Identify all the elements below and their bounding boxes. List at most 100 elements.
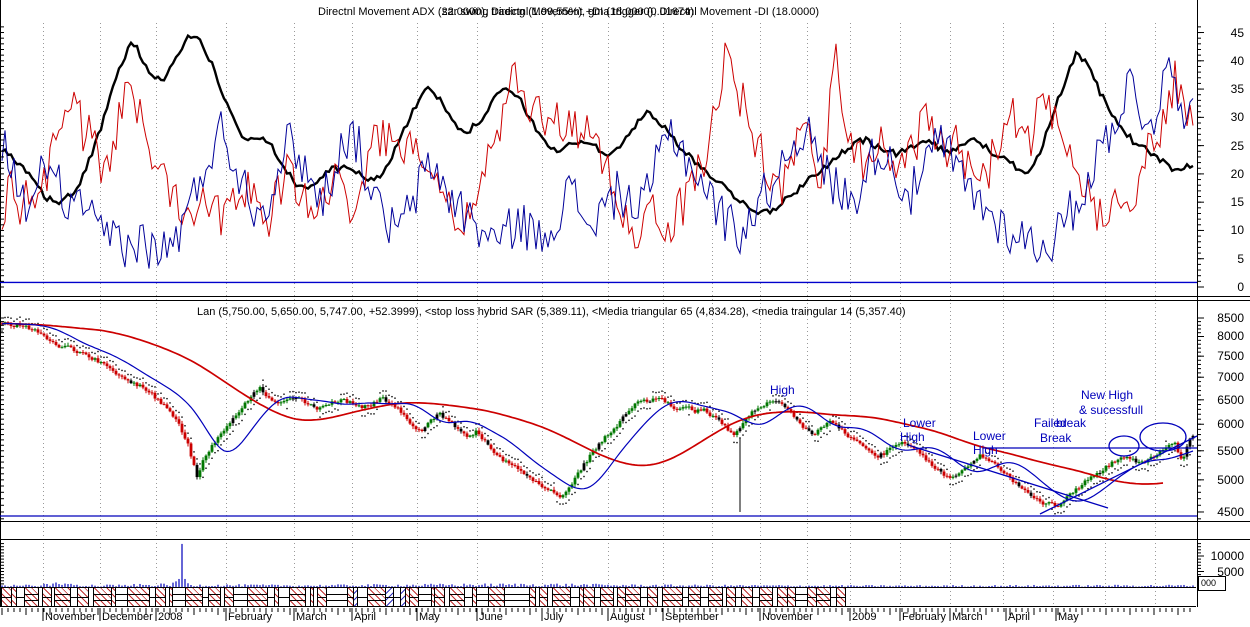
annotation[interactable]: break: [1056, 417, 1086, 429]
sar-dots: [472, 430, 473, 431]
candle-body: [961, 470, 964, 473]
sar-dots: [118, 369, 119, 370]
sar-dots: [184, 425, 185, 426]
sar-dots: [181, 416, 182, 417]
sar-dots: [424, 437, 425, 438]
sar-dots: [550, 484, 551, 485]
annotation[interactable]: Lower: [973, 430, 1006, 442]
candle-body: [199, 470, 202, 477]
sar-dots: [553, 482, 554, 483]
candle-body: [700, 409, 703, 410]
candle-body: [379, 398, 382, 402]
strip-segment: [617, 588, 625, 606]
sar-dots: [655, 392, 656, 393]
month-label: 2009: [852, 612, 876, 623]
candle-body: [259, 387, 262, 391]
candle-body: [91, 357, 94, 359]
sar-dots: [1153, 465, 1154, 466]
candle-body: [814, 434, 817, 435]
sar-dots: [754, 419, 755, 420]
sar-dots: [832, 416, 833, 417]
annotation[interactable]: High: [900, 431, 925, 443]
sar-dots: [874, 446, 875, 447]
sar-dots: [1180, 465, 1181, 466]
month-label: July: [544, 612, 564, 623]
sar-dots: [658, 392, 659, 393]
y-axis-label: 10: [1204, 224, 1244, 236]
sar-dots: [571, 494, 572, 495]
y-axis-label: 6000: [1204, 418, 1244, 430]
candle-body: [406, 415, 409, 419]
sar-dots: [820, 437, 821, 438]
candle-body: [442, 413, 445, 418]
candle-body: [760, 407, 763, 408]
candle-body: [397, 407, 400, 408]
candle-body: [283, 401, 286, 402]
sar-dots: [859, 435, 860, 436]
sar-dots: [637, 410, 638, 411]
month-label: November: [762, 612, 813, 623]
sar-dots: [163, 397, 164, 398]
candle-body: [1036, 498, 1039, 499]
candle-body: [460, 429, 463, 432]
sar-dots: [1150, 465, 1151, 466]
candle-body: [703, 409, 706, 411]
candle-body: [565, 492, 568, 495]
pattern-ellipse[interactable]: [1140, 423, 1186, 451]
sar-dots: [196, 458, 197, 459]
sar-dots: [955, 483, 956, 484]
sar-dots: [898, 452, 899, 453]
sar-dots: [712, 409, 713, 410]
sar-dots: [940, 463, 941, 464]
sar-dots: [1123, 465, 1124, 466]
sar-dots: [106, 357, 107, 358]
annotation[interactable]: Lower: [903, 417, 936, 429]
sar-dots: [823, 433, 824, 434]
candle-body: [1135, 459, 1138, 463]
sar-dots: [790, 403, 791, 404]
candle-body: [1018, 482, 1021, 486]
candle-body: [523, 471, 526, 474]
candle-body: [1027, 490, 1030, 493]
sar-dots: [412, 417, 413, 418]
annotation[interactable]: Break: [1040, 432, 1071, 444]
candle-body: [310, 404, 313, 405]
trendline[interactable]: [908, 445, 1108, 508]
annotation[interactable]: New High: [1081, 389, 1133, 401]
annotation[interactable]: High: [770, 384, 795, 396]
sar-dots: [583, 476, 584, 477]
month-label: March: [952, 612, 983, 623]
candle-body: [358, 405, 361, 406]
pattern-ellipse[interactable]: [1109, 436, 1139, 456]
sar-dots: [1096, 483, 1097, 484]
sar-dots: [931, 454, 932, 455]
sar-dots: [325, 412, 326, 413]
sar-dots: [1186, 464, 1187, 465]
candle-body: [415, 426, 418, 429]
candle-body: [676, 409, 679, 410]
sar-dots: [115, 364, 116, 365]
candle-body: [499, 455, 502, 457]
annotation[interactable]: & sucessfull: [1079, 404, 1143, 416]
candle-body: [190, 443, 193, 456]
annotation[interactable]: High: [973, 444, 998, 456]
sar-dots: [262, 379, 263, 380]
candle-body: [160, 399, 163, 404]
candle-body: [865, 446, 868, 448]
candle-body: [1024, 489, 1027, 490]
candle-body: [325, 405, 328, 406]
sar-dots: [352, 394, 353, 395]
candle-body: [646, 400, 649, 402]
candle-body: [538, 481, 541, 484]
strip-segment: [289, 588, 305, 606]
candle-body: [220, 433, 223, 437]
sar-dots: [271, 392, 272, 393]
sar-dots: [1114, 468, 1115, 469]
candle-body: [382, 397, 385, 398]
volume-panel: [2, 544, 1193, 587]
candle-body: [679, 409, 682, 410]
strip-segment: [708, 588, 722, 606]
candle-body: [73, 347, 76, 351]
sar-dots: [334, 408, 335, 409]
candle-body: [730, 431, 733, 433]
